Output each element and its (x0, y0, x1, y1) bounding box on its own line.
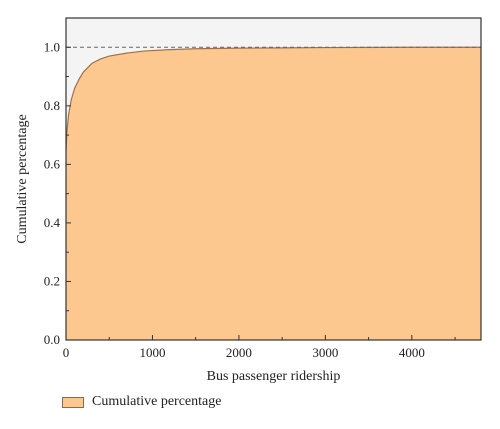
x-tick-label-1: 1000 (139, 345, 165, 360)
x-axis: 0 1000 2000 3000 4000 (63, 335, 456, 360)
cumulative-chart: 0 1000 2000 3000 4000 0.0 0.2 0.4 0.6 0.8 1.0 Bus… (15, 17, 482, 384)
series-line-0 (65, 46, 481, 150)
y-axis-title: Cumulative percentage (15, 114, 30, 243)
y-tick-label-1: 0.2 (44, 273, 60, 288)
x-tick-label-4: 4000 (399, 345, 425, 360)
y-tick-label-3: 0.6 (44, 156, 61, 171)
y-tick-label-5: 1.0 (44, 39, 60, 54)
plot-area (65, 17, 482, 341)
legend: Cumulative percentage (62, 394, 221, 410)
legend-swatch (62, 396, 84, 408)
series-area-0 (66, 47, 481, 340)
y-tick-label-2: 0.4 (44, 215, 61, 230)
x-tick-label-2: 2000 (226, 345, 252, 360)
y-axis: 0.0 0.2 0.4 0.6 0.8 1.0 (44, 39, 71, 347)
y-tick-label-0: 0.0 (44, 332, 60, 347)
y-tick-label-4: 0.8 (44, 98, 60, 113)
x-axis-title: Bus passenger ridership (207, 369, 341, 384)
legend-label: Cumulative percentage (92, 394, 222, 409)
x-tick-label-3: 3000 (312, 345, 338, 360)
plot-frame (65, 17, 482, 341)
x-tick-label-0: 0 (63, 345, 70, 360)
